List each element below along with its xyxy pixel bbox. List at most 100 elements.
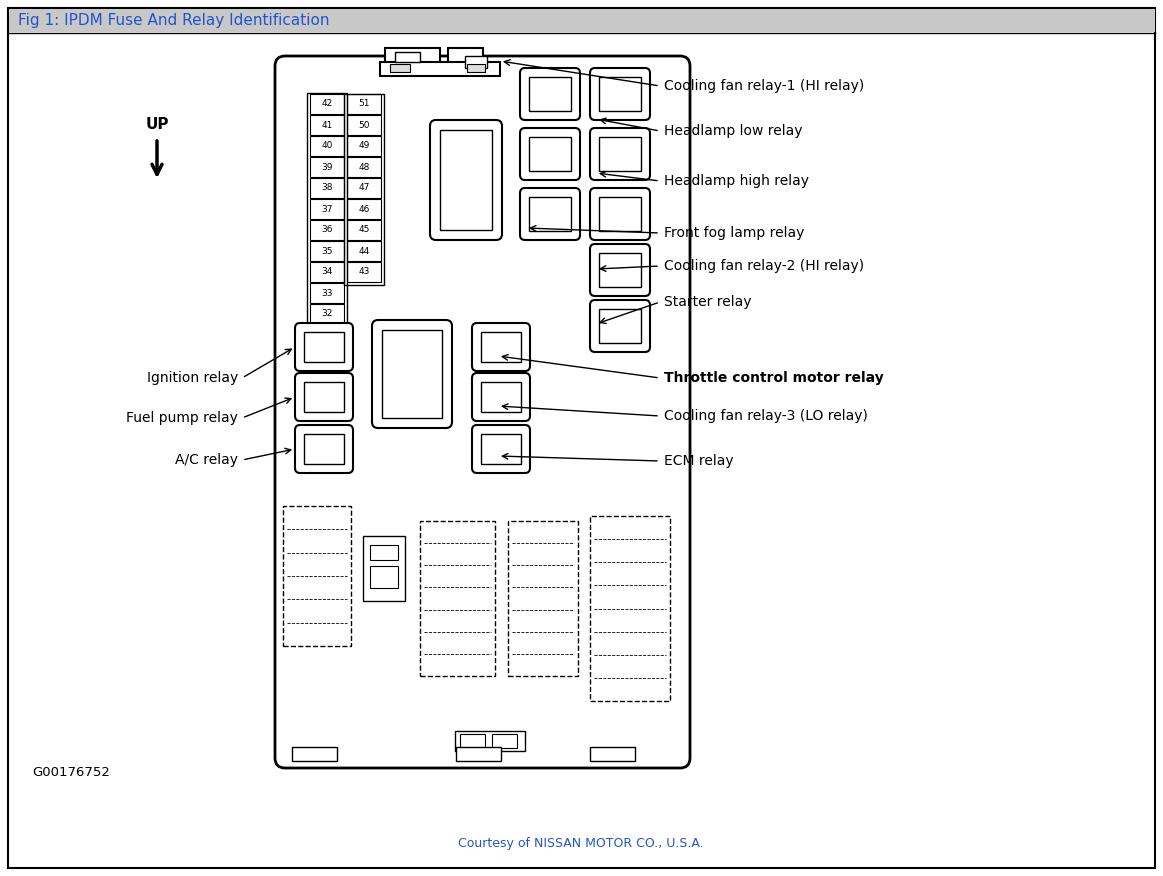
Text: 36: 36 [321, 225, 333, 235]
Text: 32: 32 [321, 309, 333, 319]
Text: 48: 48 [358, 163, 370, 172]
Text: Cooling fan relay-2 (HI relay): Cooling fan relay-2 (HI relay) [664, 259, 864, 273]
Bar [347, 94, 381, 114]
Bar [311, 115, 344, 135]
Bar [311, 94, 344, 114]
Bar [599, 253, 641, 287]
FancyBboxPatch shape [295, 373, 354, 421]
Text: Fuel pump relay: Fuel pump relay [126, 411, 238, 425]
Bar [448, 48, 483, 66]
Text: 35: 35 [321, 246, 333, 256]
Text: 47: 47 [358, 183, 370, 193]
FancyBboxPatch shape [590, 300, 650, 352]
Bar [311, 199, 344, 219]
FancyBboxPatch shape [590, 244, 650, 296]
Text: 41: 41 [321, 121, 333, 130]
Bar [529, 77, 571, 111]
Bar [420, 521, 495, 676]
Bar [465, 56, 487, 68]
FancyBboxPatch shape [520, 68, 580, 120]
Bar [311, 304, 344, 324]
Text: Cooling fan relay-3 (LO relay): Cooling fan relay-3 (LO relay) [664, 409, 868, 423]
Text: Cooling fan relay-1 (HI relay): Cooling fan relay-1 (HI relay) [664, 79, 864, 93]
Bar [370, 545, 398, 560]
FancyBboxPatch shape [520, 128, 580, 180]
Bar [304, 434, 344, 464]
Bar [481, 332, 521, 362]
Text: Throttle control motor relay: Throttle control motor relay [664, 371, 884, 385]
Text: Ignition relay: Ignition relay [147, 371, 238, 385]
Bar [380, 62, 500, 76]
Bar [292, 747, 337, 761]
Text: 45: 45 [358, 225, 370, 235]
Bar [599, 197, 641, 231]
Bar [347, 157, 381, 177]
Bar [347, 115, 381, 135]
Text: G00176752: G00176752 [33, 766, 109, 780]
Bar [311, 220, 344, 240]
Bar [370, 566, 398, 588]
Bar [492, 734, 518, 748]
Bar [347, 199, 381, 219]
Text: A/C relay: A/C relay [174, 453, 238, 467]
Bar [304, 332, 344, 362]
Bar [461, 734, 485, 748]
Bar [311, 262, 344, 282]
Text: Front fog lamp relay: Front fog lamp relay [664, 226, 805, 240]
Bar [311, 178, 344, 198]
Bar [390, 64, 411, 72]
Bar [590, 516, 670, 701]
Bar [347, 220, 381, 240]
Text: 49: 49 [358, 142, 370, 151]
Bar [304, 382, 344, 412]
Bar [440, 130, 492, 230]
Text: 40: 40 [321, 142, 333, 151]
Bar [307, 93, 347, 326]
Bar [599, 309, 641, 343]
FancyBboxPatch shape [274, 56, 690, 768]
Bar [481, 382, 521, 412]
Bar [455, 731, 525, 751]
Bar [599, 137, 641, 171]
FancyBboxPatch shape [590, 188, 650, 240]
Text: 50: 50 [358, 121, 370, 130]
Bar [347, 178, 381, 198]
Bar [529, 137, 571, 171]
Bar [311, 241, 344, 261]
Bar [311, 283, 344, 303]
Bar [381, 330, 442, 418]
Bar [347, 241, 381, 261]
Bar [347, 262, 381, 282]
Text: 37: 37 [321, 204, 333, 214]
Bar [456, 747, 501, 761]
Text: Headlamp high relay: Headlamp high relay [664, 174, 809, 188]
Text: ECM relay: ECM relay [664, 454, 734, 468]
FancyBboxPatch shape [295, 323, 354, 371]
Text: 51: 51 [358, 100, 370, 109]
Bar [9, 9, 1155, 32]
Text: Headlamp low relay: Headlamp low relay [664, 124, 802, 138]
FancyBboxPatch shape [295, 425, 354, 473]
Text: Fig 1: IPDM Fuse And Relay Identification: Fig 1: IPDM Fuse And Relay Identificatio… [17, 13, 329, 29]
FancyBboxPatch shape [430, 120, 502, 240]
Text: UP: UP [145, 117, 169, 132]
Bar [395, 52, 420, 62]
Text: 46: 46 [358, 204, 370, 214]
Bar [599, 77, 641, 111]
FancyBboxPatch shape [472, 373, 530, 421]
Text: Starter relay: Starter relay [664, 295, 751, 309]
Bar [347, 136, 381, 156]
Bar [385, 48, 440, 66]
Text: 39: 39 [321, 163, 333, 172]
Bar [529, 197, 571, 231]
Text: 44: 44 [358, 246, 370, 256]
Text: 43: 43 [358, 267, 370, 277]
FancyBboxPatch shape [590, 128, 650, 180]
Text: 34: 34 [321, 267, 333, 277]
Bar [311, 136, 344, 156]
Bar [468, 64, 485, 72]
Text: 38: 38 [321, 183, 333, 193]
FancyBboxPatch shape [372, 320, 452, 428]
Bar [481, 434, 521, 464]
Text: Courtesy of NISSAN MOTOR CO., U.S.A.: Courtesy of NISSAN MOTOR CO., U.S.A. [458, 837, 704, 850]
